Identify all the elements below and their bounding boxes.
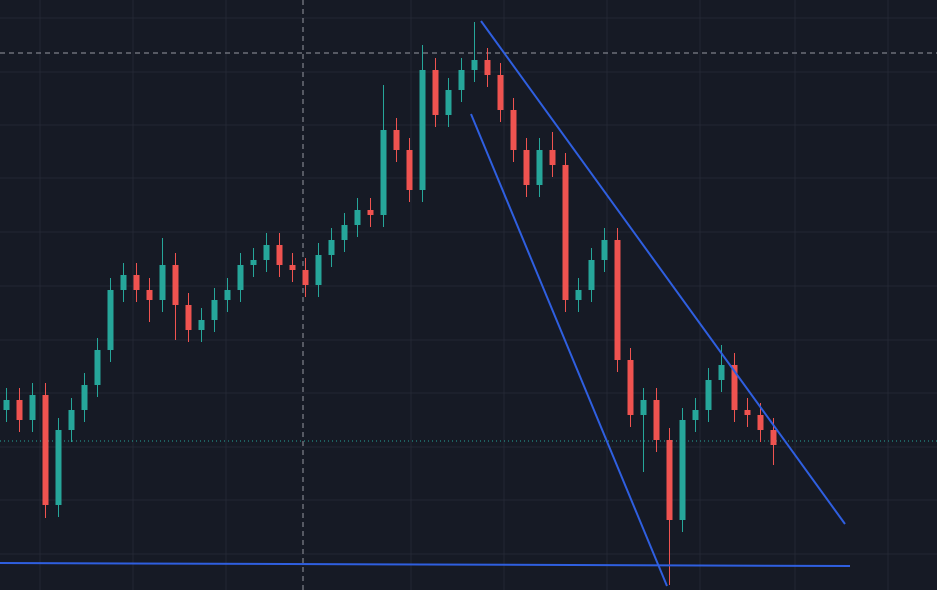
candle-body [731,365,738,410]
candle-body [289,265,296,270]
candle-body [341,225,348,240]
candle-body [406,150,413,190]
candle-body [679,420,686,520]
candle-body [497,75,504,110]
candle-body [250,260,257,265]
candle-body [185,305,192,330]
candle-body [588,260,595,290]
candle-body [380,130,387,215]
candle-body [718,365,725,380]
candle-body [510,110,517,150]
candle-body [705,380,712,410]
candle-body [3,400,10,410]
candle-body [81,385,88,410]
candle-body [133,275,140,290]
candle-body [627,360,634,415]
candle-body [107,290,114,350]
candle-body [159,265,166,300]
candle-body [237,265,244,290]
candle-body [601,240,608,260]
candle-body [458,70,465,90]
candle-body [471,60,478,70]
candles [3,22,777,585]
candle-body [302,270,309,285]
candle-body [354,210,361,225]
candle-body [367,210,374,215]
candle-body [614,240,621,360]
candle-body [42,395,49,505]
candle-body [744,410,751,415]
horizontal-line[interactable] [0,562,851,567]
candle-body [120,275,127,290]
trend-line[interactable] [480,20,846,525]
candle-body [536,150,543,185]
candle-body [419,70,426,190]
candle-body [94,350,101,385]
candle-body [692,410,699,420]
candle-body [770,430,777,445]
candle-body [393,130,400,150]
candle-body [29,395,36,420]
candle-body [68,410,75,430]
trend-line[interactable] [470,113,668,587]
candle-body [562,165,569,300]
candle-body [666,440,673,520]
candle-body [315,255,322,285]
candle-body [432,70,439,115]
drawings [0,20,851,587]
candle-body [549,150,556,165]
candle-body [224,290,231,300]
candle-body [263,245,270,260]
candle-body [640,400,647,415]
candle-body [198,320,205,330]
candle-body [146,290,153,300]
candle-body [276,245,283,265]
candle-body [523,150,530,185]
candle-body [575,290,582,300]
candle-body [16,400,23,420]
candle-body [484,60,491,75]
candle-body [328,240,335,255]
candle-body [445,90,452,115]
candle-body [55,430,62,505]
candle-body [757,415,764,430]
candle-body [172,265,179,305]
candle-body [653,400,660,440]
candle-body [211,300,218,320]
